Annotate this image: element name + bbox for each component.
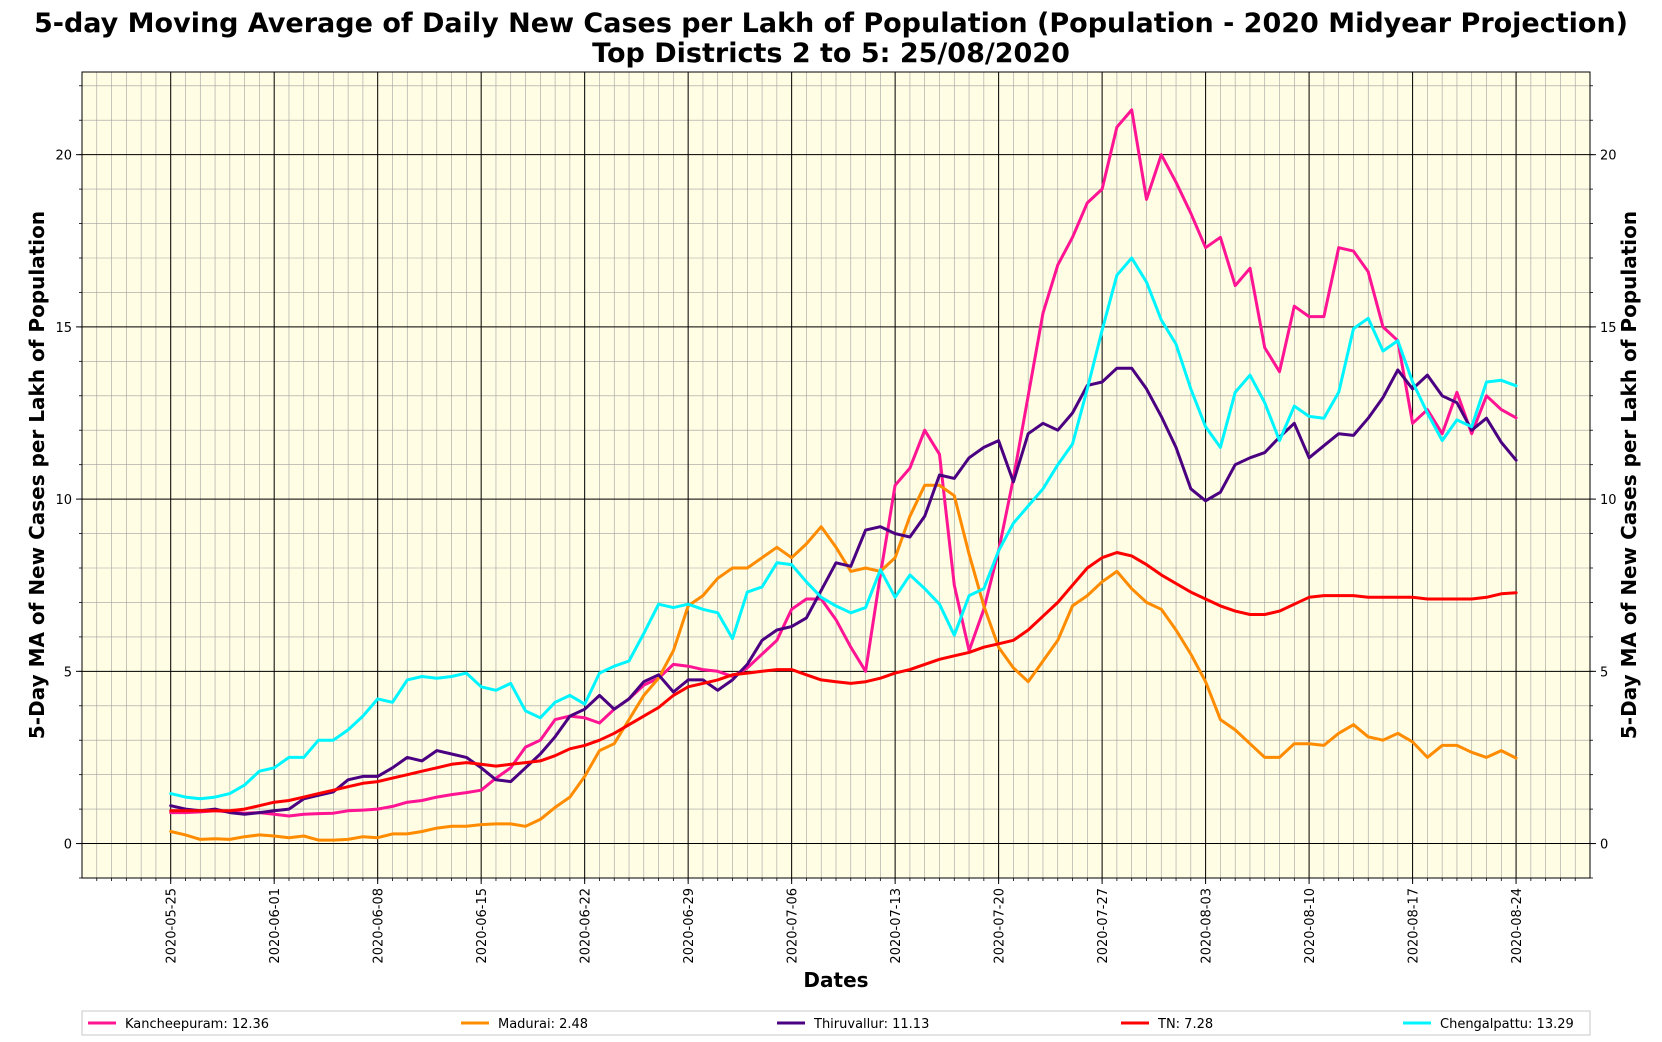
y-tick-label-left: 15 bbox=[55, 321, 72, 336]
series-line-tn bbox=[169, 551, 1518, 813]
y-tick-label-right: 20 bbox=[1600, 149, 1617, 164]
x-tick-label: 2020-08-03 bbox=[1200, 888, 1215, 964]
y-axis-label-left: 5-Day MA of New Cases per Lakh of Popula… bbox=[25, 211, 49, 739]
x-tick-label: 2020-07-27 bbox=[1096, 888, 1111, 964]
x-tick-label: 2020-05-25 bbox=[165, 888, 180, 964]
y-tick-label-left: 5 bbox=[64, 665, 72, 680]
x-tick-label: 2020-06-22 bbox=[579, 888, 594, 964]
x-tick-label: 2020-06-01 bbox=[268, 888, 283, 964]
y-tick-label-right: 10 bbox=[1600, 493, 1617, 508]
y-tick-label-left: 0 bbox=[64, 838, 72, 853]
series-line-chengalpattu bbox=[169, 256, 1518, 801]
legend-label-thiruvallur: Thiruvallur: 11.13 bbox=[813, 1017, 929, 1032]
x-tick-label: 2020-06-08 bbox=[372, 888, 387, 964]
chart-title: 5-day Moving Average of Daily New Cases … bbox=[34, 8, 1628, 39]
series-lines bbox=[169, 108, 1518, 842]
series-line-kancheepuram bbox=[169, 108, 1518, 818]
legend-frame bbox=[81, 1010, 1591, 1036]
plot-frame bbox=[81, 71, 1591, 879]
y-tick-label-right: 15 bbox=[1600, 321, 1617, 336]
x-tick-label: 2020-07-13 bbox=[889, 888, 904, 964]
series-line-thiruvallur bbox=[169, 366, 1518, 816]
x-tick-label: 2020-08-17 bbox=[1407, 888, 1422, 964]
legend: Kancheepuram: 12.36 Madurai: 2.48 Thiruval… bbox=[81, 1010, 1591, 1036]
y-tick-label-right: 0 bbox=[1600, 838, 1608, 853]
x-tick-label: 2020-08-24 bbox=[1510, 888, 1525, 964]
axis-ticks: 2020-05-25 2020-06-01 2020-06-08 2020-06-15… bbox=[55, 85, 1617, 964]
x-axis-label: Dates bbox=[803, 968, 868, 992]
series-line-madurai bbox=[169, 483, 1518, 842]
legend-label-chengalpattu: Chengalpattu: 13.29 bbox=[1440, 1017, 1574, 1032]
x-tick-label: 2020-08-10 bbox=[1303, 888, 1318, 964]
x-tick-label: 2020-06-15 bbox=[475, 888, 490, 964]
y-axis-label-right: 5-Day MA of New Cases per Lakh of Popula… bbox=[1617, 211, 1641, 739]
legend-label-madurai: Madurai: 2.48 bbox=[498, 1017, 588, 1032]
chart-subtitle: Top Districts 2 to 5: 25/08/2020 bbox=[592, 38, 1070, 69]
y-tick-label-left: 10 bbox=[55, 493, 72, 508]
x-tick-label: 2020-06-29 bbox=[682, 888, 697, 964]
x-tick-label: 2020-07-06 bbox=[786, 888, 801, 964]
y-tick-label-right: 5 bbox=[1600, 665, 1608, 680]
x-tick-label: 2020-07-20 bbox=[993, 888, 1008, 964]
y-tick-label-left: 20 bbox=[55, 149, 72, 164]
legend-label-kancheepuram: Kancheepuram: 12.36 bbox=[125, 1017, 269, 1032]
legend-label-tn: TN: 7.28 bbox=[1157, 1017, 1213, 1032]
